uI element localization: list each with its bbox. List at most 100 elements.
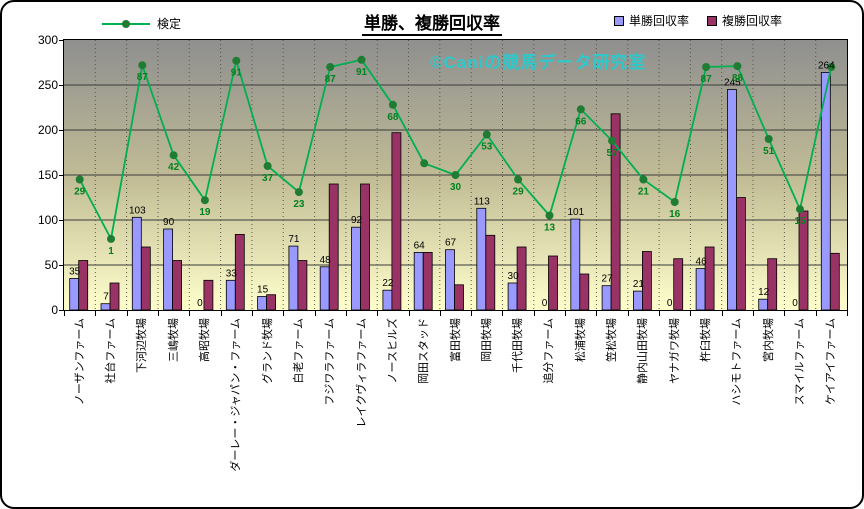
legend-kentei: 検定 — [102, 15, 181, 32]
bar-value-label: 22 — [382, 278, 394, 289]
y-axis-tick — [59, 40, 64, 41]
bar-fukusho — [172, 260, 182, 311]
y-tick-label: 300 — [37, 33, 58, 47]
kentei-value-label: 68 — [387, 112, 399, 123]
x-category-label: 下河辺牧場 — [136, 318, 149, 373]
legend-tansho-label: 単勝回収率 — [629, 14, 690, 28]
bar-fukusho — [203, 279, 214, 311]
kentei-marker — [764, 135, 773, 143]
x-axis-tick — [439, 311, 441, 316]
x-axis-tick — [565, 311, 567, 316]
kentei-value-label: 91 — [231, 68, 243, 79]
chart-title: 単勝、複勝回収率 — [2, 9, 862, 36]
x-category-label: 富田牧場 — [449, 318, 462, 362]
bar-tansho — [225, 279, 236, 311]
x-axis-tick — [189, 311, 191, 316]
y-tick-label: 0 — [51, 303, 58, 317]
kentei-value-label: 21 — [638, 187, 650, 198]
x-category-label: ヤナガワ牧場 — [668, 318, 681, 384]
kentei-marker — [326, 63, 335, 71]
bar-value-label: 90 — [163, 217, 175, 228]
kentei-marker — [200, 196, 209, 205]
kentei-value-label: 42 — [168, 162, 180, 173]
kentei-marker — [420, 159, 429, 168]
bar-tansho — [601, 285, 612, 311]
x-category-label: 杵臼牧場 — [700, 318, 713, 362]
bar-fukusho — [736, 197, 746, 311]
x-category-label: ダーレー・ジャパン・ファーム — [230, 318, 243, 472]
bar-value-label: 71 — [288, 234, 300, 245]
kentei-value-label: 51 — [763, 146, 775, 157]
x-category-label: 高昭牧場 — [198, 318, 211, 362]
kentei-marker — [388, 100, 397, 109]
bar-value-label: 48 — [320, 255, 332, 266]
bar-value-label: 0 — [667, 298, 673, 309]
kentei-marker — [576, 105, 585, 114]
bar-tansho — [351, 226, 361, 311]
kentei-marker — [232, 56, 241, 65]
tansho-swatch-icon — [614, 15, 624, 26]
bar-fukusho — [328, 183, 339, 311]
legend-item-tansho: 単勝回収率 — [614, 12, 689, 29]
bar-value-label: 21 — [633, 279, 645, 290]
kentei-value-label: 30 — [450, 182, 462, 193]
bar-value-label: 101 — [567, 207, 584, 218]
x-axis-tick — [659, 311, 661, 316]
kentei-marker — [294, 188, 303, 197]
kentei-marker — [796, 205, 804, 214]
kentei-marker — [451, 171, 460, 179]
x-category-label: ケイアイファーム — [825, 318, 838, 405]
kentei-value-label: 87 — [137, 72, 149, 83]
kentei-value-label: 1 — [108, 246, 114, 257]
x-category-label: スマイルファーム — [794, 318, 807, 406]
x-category-label: 静内山田牧場 — [637, 318, 650, 384]
kentei-value-label: 29 — [513, 187, 525, 198]
y-axis-tick — [59, 85, 64, 86]
bar-value-label: 15 — [257, 285, 269, 296]
bar-tansho — [758, 298, 769, 311]
x-axis-tick — [753, 311, 755, 316]
kentei-marker — [827, 63, 836, 71]
x-category-label: 岡田スタッド — [418, 318, 431, 384]
kentei-value-label: 13 — [544, 223, 556, 234]
bar-value-label: 7 — [103, 292, 109, 303]
bar-value-label: 35 — [69, 267, 81, 278]
kentei-marker — [639, 175, 648, 184]
x-axis-tick — [64, 311, 65, 316]
kentei-marker — [608, 136, 617, 145]
bar-value-label: 46 — [696, 257, 708, 268]
y-tick-label: 100 — [37, 213, 58, 227]
y-axis-tick — [59, 310, 64, 311]
bar-value-label: 92 — [351, 215, 363, 226]
y-axis-tick — [59, 220, 64, 221]
bar-fukusho — [485, 234, 496, 311]
kentei-marker — [702, 63, 711, 71]
kentei-marker — [482, 130, 491, 139]
y-tick-label: 200 — [37, 123, 58, 137]
bar-value-label: 67 — [445, 238, 457, 249]
kentei-marker — [545, 211, 554, 220]
bar-value-label: 0 — [792, 298, 798, 309]
kentei-marker — [107, 234, 115, 243]
kentei-value-label: 23 — [293, 199, 305, 210]
x-category-label: 松浦牧場 — [574, 318, 587, 362]
x-category-label: 宮内牧場 — [762, 318, 775, 362]
kentei-marker — [263, 162, 272, 170]
kentei-value-label: 19 — [199, 207, 211, 218]
y-tick-label: 250 — [37, 78, 58, 92]
x-axis-tick — [847, 311, 848, 316]
bar-tansho — [570, 218, 581, 311]
bar-tansho — [633, 290, 643, 311]
line-series-icon — [102, 19, 150, 29]
x-axis-tick — [502, 311, 504, 316]
bar-fukusho — [673, 258, 684, 311]
bar-tansho — [288, 245, 299, 311]
bar-value-label: 0 — [197, 298, 203, 309]
bar-tansho — [445, 249, 455, 311]
bar-fukusho — [829, 252, 840, 311]
bar-tansho — [69, 278, 80, 311]
kentei-value-label: 53 — [481, 142, 493, 153]
kentei-value-label: 16 — [669, 209, 681, 220]
kentei-value-label: 87 — [701, 74, 713, 85]
